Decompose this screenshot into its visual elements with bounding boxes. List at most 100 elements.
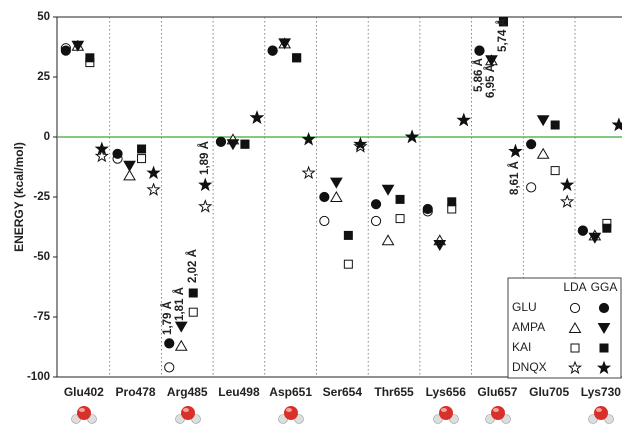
marker-gga [267, 45, 278, 56]
legend-marker [597, 323, 611, 334]
marker-gga [422, 203, 433, 215]
x-tick-label: Glu657 [477, 385, 517, 399]
water-icon [485, 405, 511, 424]
legend-marker [598, 302, 610, 314]
marker-gga [526, 139, 537, 150]
y-tick-label: -100 [27, 371, 50, 383]
x-tick-label: Arg485 [167, 385, 208, 399]
annotation: 1,79 Å [161, 301, 174, 335]
annotation: 2,02 Å [186, 249, 199, 283]
water-icon [278, 405, 304, 424]
marker-gga [577, 225, 588, 236]
legend-marker [596, 360, 612, 375]
marker-lda [174, 339, 188, 351]
annotation: 5,74 Å [496, 18, 509, 52]
y-axis-label: ENERGY (kcal/mol) [12, 142, 26, 252]
marker-lda [536, 147, 550, 159]
legend-header: LDA [563, 280, 586, 294]
marker-gga [292, 53, 302, 63]
legend-label: KAI [512, 340, 531, 354]
marker-gga [588, 232, 602, 244]
legend-label: GLU [512, 300, 537, 314]
marker-gga [404, 129, 420, 144]
marker-gga [240, 139, 250, 149]
marker-gga [395, 194, 405, 204]
marker-gga [343, 230, 353, 240]
marker-lda [94, 148, 109, 163]
legend-label: AMPA [512, 320, 545, 334]
marker-gga [319, 191, 330, 203]
marker-gga [508, 143, 523, 158]
x-tick-label: Glu402 [64, 385, 104, 399]
x-tick-label: Lys730 [581, 385, 622, 399]
marker-gga [433, 240, 447, 251]
marker-gga [485, 55, 498, 67]
annotation: 1,81 Å [173, 287, 186, 321]
marker-gga [198, 177, 213, 192]
water-icon [588, 405, 614, 424]
marker-gga [137, 144, 147, 154]
plot-area [57, 17, 622, 377]
y-tick-label: 25 [37, 71, 50, 83]
y-tick-label: -50 [33, 251, 50, 263]
marker-gga [112, 148, 123, 159]
marker-lda [164, 362, 175, 373]
marker-gga [370, 199, 382, 210]
marker-lda [381, 234, 395, 246]
water-icon [71, 405, 97, 424]
water-icon [175, 405, 201, 424]
marker-lda [188, 307, 198, 317]
water-icons [71, 405, 614, 424]
marker-gga [188, 288, 198, 298]
x-tick-label: Lys656 [426, 385, 467, 399]
marker-gga [226, 139, 240, 151]
marker-gga [474, 45, 485, 56]
marker-gga [381, 184, 395, 196]
x-tick-label: Leu498 [218, 385, 260, 399]
legend-marker [569, 302, 581, 314]
x-tick-label: Asp651 [269, 385, 312, 399]
marker-gga [60, 45, 71, 56]
marker-gga [560, 177, 575, 192]
annotation: 8,61 Å [508, 161, 521, 195]
marker-gga [85, 53, 95, 63]
marker-gga [498, 17, 508, 27]
x-tick-label: Pro478 [116, 385, 156, 399]
marker-lda [370, 215, 382, 227]
marker-lda [560, 194, 575, 208]
legend: LDA GGA GLU AMPA KAI DNQX [507, 277, 622, 379]
marker-lda [301, 165, 316, 180]
marker-gga [164, 338, 175, 349]
marker-gga [215, 136, 227, 147]
water-icon [433, 405, 459, 424]
annotation: 6,95 Å [484, 64, 497, 98]
x-tick-label: Ser654 [323, 385, 363, 399]
marker-gga [353, 136, 368, 151]
marker-lda [550, 166, 560, 176]
marker-lda [526, 182, 537, 193]
marker-gga [249, 110, 265, 124]
annotation: 5,86 Å [472, 58, 485, 92]
marker-gga [123, 160, 136, 172]
marker-lda [343, 259, 353, 269]
marker-lda [198, 199, 213, 213]
legend-marker [599, 343, 609, 353]
marker-gga [329, 177, 343, 189]
marker-gga [447, 197, 457, 207]
marker-gga [611, 117, 622, 132]
y-tick-label: 50 [37, 11, 50, 23]
x-tick-label: Glu705 [529, 385, 569, 399]
marker-gga [146, 165, 161, 180]
marker-gga [550, 120, 560, 130]
marker-lda [137, 154, 147, 164]
annotation: 1,89 Å [198, 141, 211, 175]
legend-marker [567, 360, 583, 375]
legend-label: DNQX [512, 360, 547, 374]
y-tick-label: -25 [33, 191, 50, 203]
marker-gga [278, 38, 292, 50]
marker-lda [395, 214, 405, 224]
legend-marker [570, 343, 580, 353]
marker-gga [301, 131, 316, 146]
